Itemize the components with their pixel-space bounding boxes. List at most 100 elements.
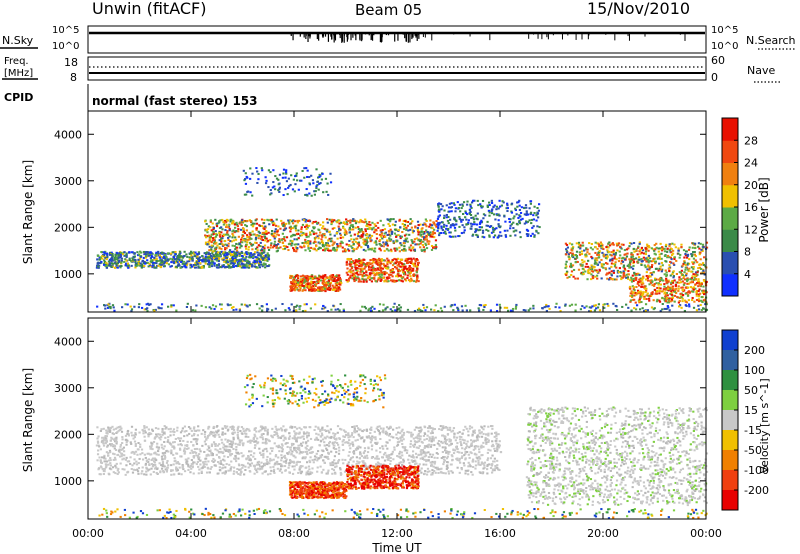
data-cell <box>172 463 175 466</box>
data-cell <box>370 248 373 251</box>
data-cell <box>210 307 213 310</box>
data-cell <box>389 228 392 231</box>
data-cell <box>413 309 417 312</box>
data-cell <box>633 289 636 292</box>
data-cell <box>273 237 276 240</box>
data-cell <box>149 251 152 254</box>
data-cell <box>632 291 635 294</box>
data-cell <box>334 282 337 285</box>
data-cell <box>378 238 382 241</box>
data-cell <box>590 269 593 272</box>
data-cell <box>405 226 408 229</box>
data-cell <box>468 456 471 459</box>
data-cell <box>409 244 413 247</box>
data-cell <box>207 253 210 256</box>
data-cell <box>102 262 106 265</box>
data-cell <box>359 235 362 238</box>
data-cell <box>587 268 590 271</box>
data-cell <box>514 234 517 237</box>
data-cell <box>374 241 378 244</box>
data-cell <box>369 236 372 239</box>
data-cell <box>476 218 479 221</box>
data-cell <box>699 242 702 245</box>
data-cell <box>577 246 580 249</box>
data-cell <box>438 234 441 237</box>
data-cell <box>349 274 352 277</box>
data-cell <box>327 239 330 242</box>
data-cell <box>222 234 226 237</box>
data-cell <box>194 309 197 312</box>
data-cell <box>242 169 245 172</box>
data-cell <box>496 236 500 239</box>
data-cell <box>569 262 573 265</box>
data-cell <box>697 285 700 288</box>
data-cell <box>699 251 702 254</box>
data-cell <box>224 255 227 258</box>
data-cell <box>518 215 522 218</box>
data-cell <box>608 267 611 270</box>
data-cell <box>343 222 347 225</box>
data-cell <box>416 261 420 264</box>
data-cell <box>686 280 689 283</box>
data-cell <box>245 247 248 250</box>
data-cell <box>641 307 644 310</box>
data-cell <box>298 219 301 222</box>
data-cell <box>192 264 195 267</box>
data-cell <box>364 218 367 221</box>
data-cell <box>300 234 303 237</box>
data-cell <box>153 266 156 269</box>
data-cell <box>378 242 381 245</box>
data-cell <box>170 265 173 268</box>
data-cell <box>431 233 435 236</box>
data-cell <box>479 304 483 307</box>
data-cell <box>613 263 617 266</box>
data-cell <box>308 176 311 179</box>
data-cell <box>235 258 238 261</box>
data-cell <box>623 253 626 256</box>
data-cell <box>364 230 367 233</box>
power-colorbar-label: Power [dB] <box>757 177 771 242</box>
data-cell <box>668 249 671 252</box>
data-cell <box>648 299 651 302</box>
data-cell <box>240 254 244 257</box>
data-cell <box>703 256 706 259</box>
data-cell <box>667 306 670 309</box>
data-cell <box>158 254 161 257</box>
data-cell <box>339 236 342 239</box>
data-cell <box>106 263 109 266</box>
data-cell <box>653 244 656 247</box>
data-cell <box>683 299 687 302</box>
data-cell <box>109 251 112 254</box>
data-cell <box>219 250 223 253</box>
data-cell <box>263 233 266 236</box>
data-cell <box>630 242 633 245</box>
data-cell <box>176 255 179 258</box>
data-cell <box>498 214 501 217</box>
data-cell <box>635 249 638 252</box>
data-cell <box>213 308 216 311</box>
data-cell <box>482 304 485 307</box>
data-cell <box>281 444 284 447</box>
data-cell <box>290 287 294 290</box>
data-cell <box>197 260 200 263</box>
data-cell <box>581 261 584 264</box>
data-cell <box>380 266 383 269</box>
data-cell <box>110 256 114 259</box>
data-cell <box>191 257 194 260</box>
data-cell <box>331 244 334 247</box>
data-cell <box>222 265 225 268</box>
data-cell <box>569 251 572 254</box>
data-cell <box>651 284 654 287</box>
data-cell <box>361 275 364 278</box>
data-cell <box>682 249 686 252</box>
data-cell <box>354 240 357 243</box>
data-cell <box>525 220 528 223</box>
data-cell <box>393 228 397 231</box>
data-cell <box>316 286 320 289</box>
data-cell <box>236 428 239 431</box>
data-cell <box>241 251 244 254</box>
data-cell <box>282 168 286 171</box>
data-cell <box>355 237 358 240</box>
data-cell <box>565 251 569 254</box>
